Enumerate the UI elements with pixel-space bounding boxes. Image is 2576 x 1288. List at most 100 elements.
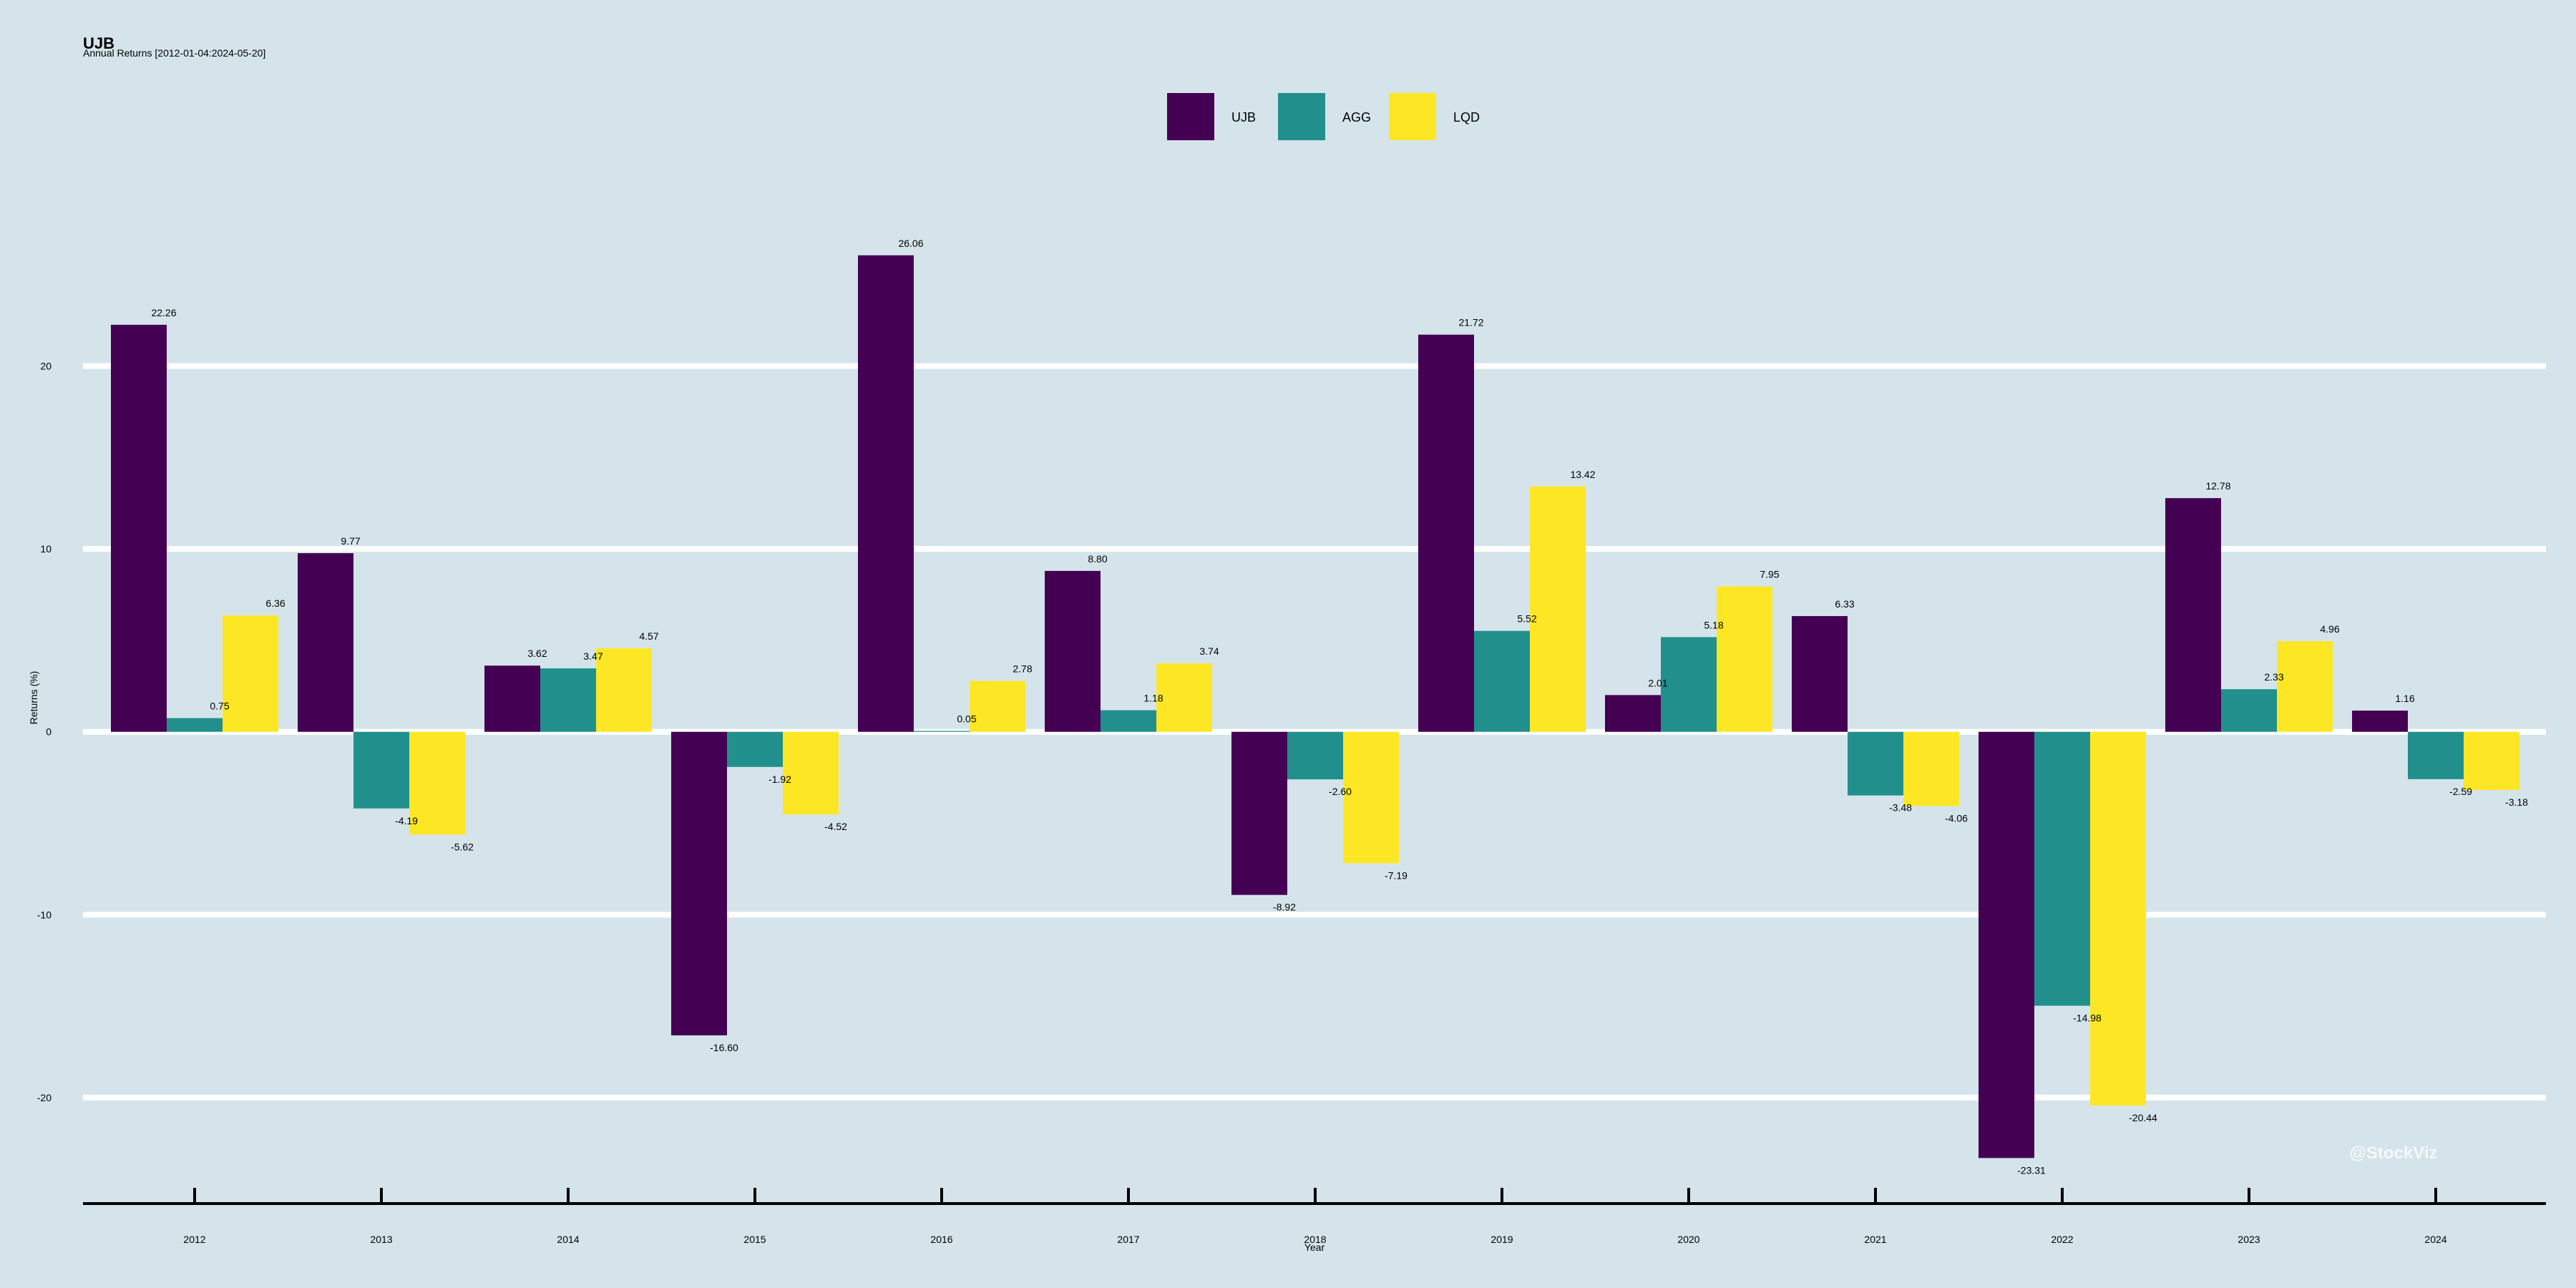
x-tick-label: 2013	[370, 1234, 392, 1245]
data-label: -2.59	[2449, 786, 2472, 797]
bar-lqd	[2090, 731, 2146, 1106]
y-axis: -20 -10 0 10 20	[37, 361, 52, 1103]
data-label: -2.60	[1329, 786, 1352, 797]
y-axis-title: Returns (%)	[28, 671, 39, 725]
data-label: 22.26	[151, 307, 176, 318]
data-label: -3.48	[1889, 802, 1912, 814]
data-label: -7.19	[1385, 869, 1407, 881]
bar-agg	[167, 718, 223, 732]
legend-label-ujb: UJB	[1231, 110, 1256, 125]
x-tick-label: 2019	[1491, 1234, 1513, 1245]
bar-agg	[1661, 637, 1717, 732]
bar-lqd	[783, 731, 839, 815]
legend: UJB AGG LQD	[1167, 93, 1480, 140]
bar-ujb	[1792, 615, 1848, 732]
y-tick-label: -10	[37, 909, 52, 920]
data-label: 13.42	[1570, 469, 1595, 480]
legend-swatch-agg	[1278, 93, 1325, 140]
data-label: 3.62	[527, 648, 547, 659]
data-label: 1.16	[2395, 693, 2414, 704]
data-label: 12.78	[2205, 480, 2230, 492]
bars	[111, 255, 2519, 1158]
bar-ujb	[858, 255, 914, 732]
bar-agg	[727, 731, 783, 767]
bar-lqd	[1903, 731, 1959, 806]
bar-agg	[2034, 731, 2090, 1006]
bar-ujb	[1605, 695, 1661, 732]
data-label: 4.57	[639, 630, 658, 642]
bar-agg	[2408, 731, 2464, 779]
data-label: -20.44	[2129, 1112, 2157, 1123]
data-label: 3.47	[583, 650, 602, 662]
x-tick-label: 2024	[2424, 1234, 2446, 1245]
x-tick-label: 2017	[1117, 1234, 1139, 1245]
x-tick-label: 2015	[743, 1234, 766, 1245]
data-label: 6.36	[265, 597, 285, 609]
bar-lqd	[2277, 640, 2333, 732]
data-label: 2.33	[2264, 671, 2283, 683]
y-tick-label: 0	[46, 726, 52, 738]
legend-label-agg: AGG	[1342, 110, 1371, 125]
data-label: 5.18	[1704, 619, 1723, 630]
x-tick-label: 2023	[2238, 1234, 2260, 1245]
bar-lqd	[2464, 731, 2519, 790]
data-label: -23.31	[2017, 1164, 2046, 1176]
bar-agg	[2221, 689, 2277, 732]
legend-label-lqd: LQD	[1453, 110, 1480, 125]
data-label: 2.78	[1013, 663, 1032, 675]
data-label: 7.95	[1760, 569, 1779, 580]
bar-agg	[1101, 710, 1156, 732]
bar-lqd	[409, 731, 465, 835]
x-tick-label: 2012	[183, 1234, 205, 1245]
legend-swatch-lqd	[1389, 93, 1436, 140]
data-label: 6.33	[1835, 598, 1854, 610]
bar-lqd	[1156, 663, 1212, 732]
bar-agg	[1474, 630, 1530, 732]
data-label: 3.74	[1199, 645, 1219, 657]
x-axis-title: Year	[1304, 1241, 1325, 1253]
x-tick-label: 2016	[930, 1234, 952, 1245]
x-tick-label: 2014	[557, 1234, 579, 1245]
data-label: -8.92	[1273, 902, 1296, 913]
data-label: -3.18	[2505, 796, 2528, 808]
data-label: -16.60	[710, 1042, 738, 1053]
bar-ujb	[1045, 570, 1101, 732]
data-label: 4.96	[2320, 623, 2339, 635]
data-label: -4.06	[1945, 812, 1968, 824]
bar-ujb	[2352, 711, 2408, 732]
bar-agg	[1287, 731, 1343, 780]
bar-lqd	[1717, 586, 1772, 732]
bar-lqd	[970, 680, 1025, 732]
data-label: -14.98	[2073, 1013, 2102, 1024]
bar-ujb	[111, 324, 167, 732]
legend-swatch-ujb	[1167, 93, 1214, 140]
x-tick-label: 2020	[1677, 1234, 1699, 1245]
x-tick-label: 2022	[2051, 1234, 2073, 1245]
data-label: -4.19	[395, 815, 418, 826]
bar-agg	[540, 668, 596, 732]
bar-agg	[353, 731, 409, 809]
data-label: 1.18	[1143, 693, 1163, 704]
chart-title: UJB	[83, 34, 115, 52]
bar-ujb	[671, 731, 727, 1035]
bar-ujb	[1231, 731, 1287, 895]
watermark: @StockViz	[2350, 1143, 2438, 1163]
data-label: 9.77	[341, 535, 360, 547]
x-tick-label: 2021	[1864, 1234, 1886, 1245]
data-label: -1.92	[769, 774, 791, 785]
bar-ujb	[1418, 334, 1474, 732]
bar-ujb	[298, 553, 353, 732]
bar-lqd	[1530, 486, 1586, 732]
x-axis: 2012 2013 2014 2015 2016 2017 2018 2019 2020 2021…	[83, 1188, 2546, 1245]
data-label: 21.72	[1458, 317, 1483, 328]
bar-ujb	[484, 665, 540, 732]
bar-lqd	[223, 615, 278, 732]
bar-ujb	[2165, 498, 2221, 732]
bar-ujb	[1979, 731, 2034, 1158]
data-label: 8.80	[1088, 553, 1107, 565]
bar-lqd	[596, 648, 652, 732]
data-label: -5.62	[451, 841, 474, 852]
y-tick-label: 10	[40, 543, 52, 555]
bar-agg	[1848, 731, 1903, 796]
